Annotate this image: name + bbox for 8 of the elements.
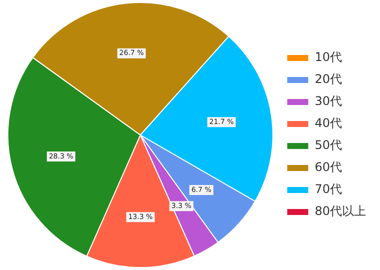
legend-label: 30代: [314, 94, 342, 108]
legend-label: 20代: [314, 72, 342, 86]
legend-label: 80代以上: [314, 204, 366, 218]
legend-label: 60代: [314, 160, 342, 174]
legend-label: 50代: [314, 138, 342, 152]
legend-label: 40代: [314, 116, 342, 130]
legend-label: 70代: [314, 182, 342, 196]
legend-label: 10代: [314, 50, 342, 64]
